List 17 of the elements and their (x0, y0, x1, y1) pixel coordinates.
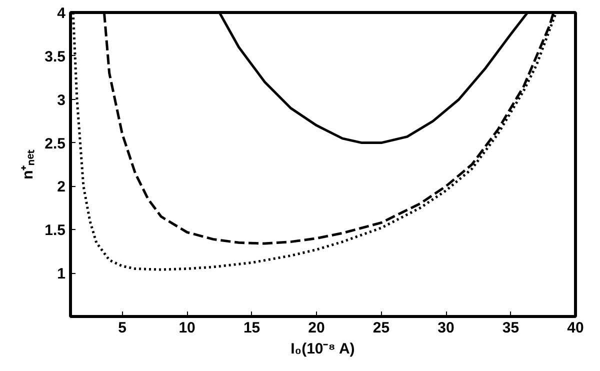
x-tick-label: 40 (567, 320, 584, 336)
y-tick-label: 4 (57, 5, 66, 22)
y-tick-label: 3.5 (44, 48, 66, 66)
y-tick-label: 1 (57, 266, 66, 283)
x-tick-label: 20 (308, 320, 325, 336)
x-axis-title: I₀(10⁻⁸ A) (290, 340, 355, 358)
x-tick-label: 30 (438, 320, 454, 336)
y-tick-label: 2.5 (44, 135, 66, 152)
x-tick-label: 15 (243, 320, 260, 336)
y-tick-label: 2 (57, 178, 66, 196)
x-tick-label: 25 (372, 320, 390, 336)
x-tick-label: 10 (178, 320, 196, 336)
x-tick-label: 35 (502, 320, 520, 336)
y-tick-label: 1.5 (44, 222, 66, 240)
y-axis-title: n⁺ₙₑₜ (20, 150, 37, 180)
y-tick-label: 3 (57, 92, 66, 109)
x-tick-label: 5 (118, 320, 126, 336)
